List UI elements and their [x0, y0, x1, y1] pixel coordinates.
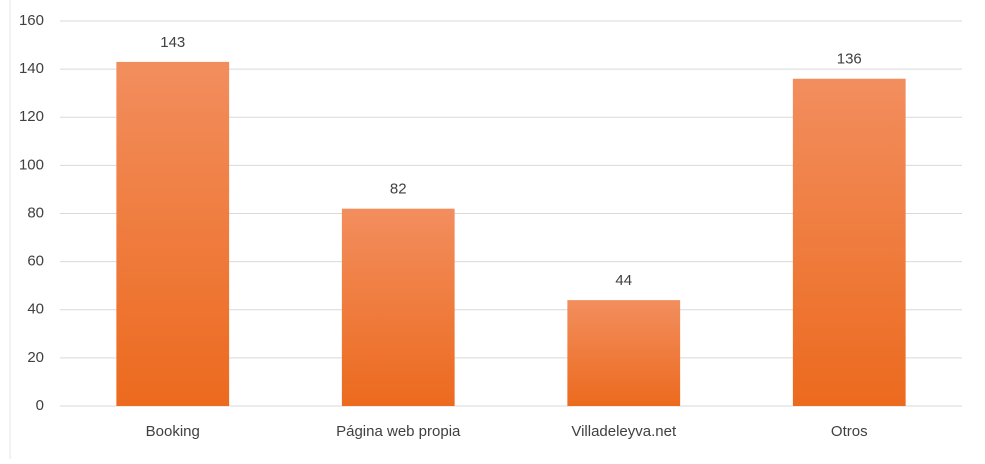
y-tick-label: 40: [27, 301, 44, 318]
y-tick-label: 120: [19, 108, 44, 125]
y-tick-label: 20: [27, 349, 44, 366]
data-label: 82: [390, 181, 407, 198]
y-tick-label: 140: [19, 60, 44, 77]
x-tick-label: Página web propia: [336, 423, 461, 440]
x-tick-label: Booking: [146, 423, 200, 440]
data-label: 44: [615, 272, 632, 289]
y-tick-label: 100: [19, 156, 44, 173]
x-tick-label: Villadeleyva.net: [571, 423, 677, 440]
bar: [567, 300, 681, 406]
data-label: 143: [160, 34, 185, 51]
y-tick-label: 60: [27, 253, 44, 270]
bar: [116, 61, 230, 406]
x-tick-label: Otros: [831, 423, 868, 440]
y-tick-label: 80: [27, 204, 44, 221]
y-tick-label: 0: [36, 397, 44, 414]
data-label: 136: [837, 51, 862, 68]
y-tick-label: 160: [19, 12, 44, 29]
bar: [341, 208, 455, 406]
bar: [792, 78, 906, 406]
